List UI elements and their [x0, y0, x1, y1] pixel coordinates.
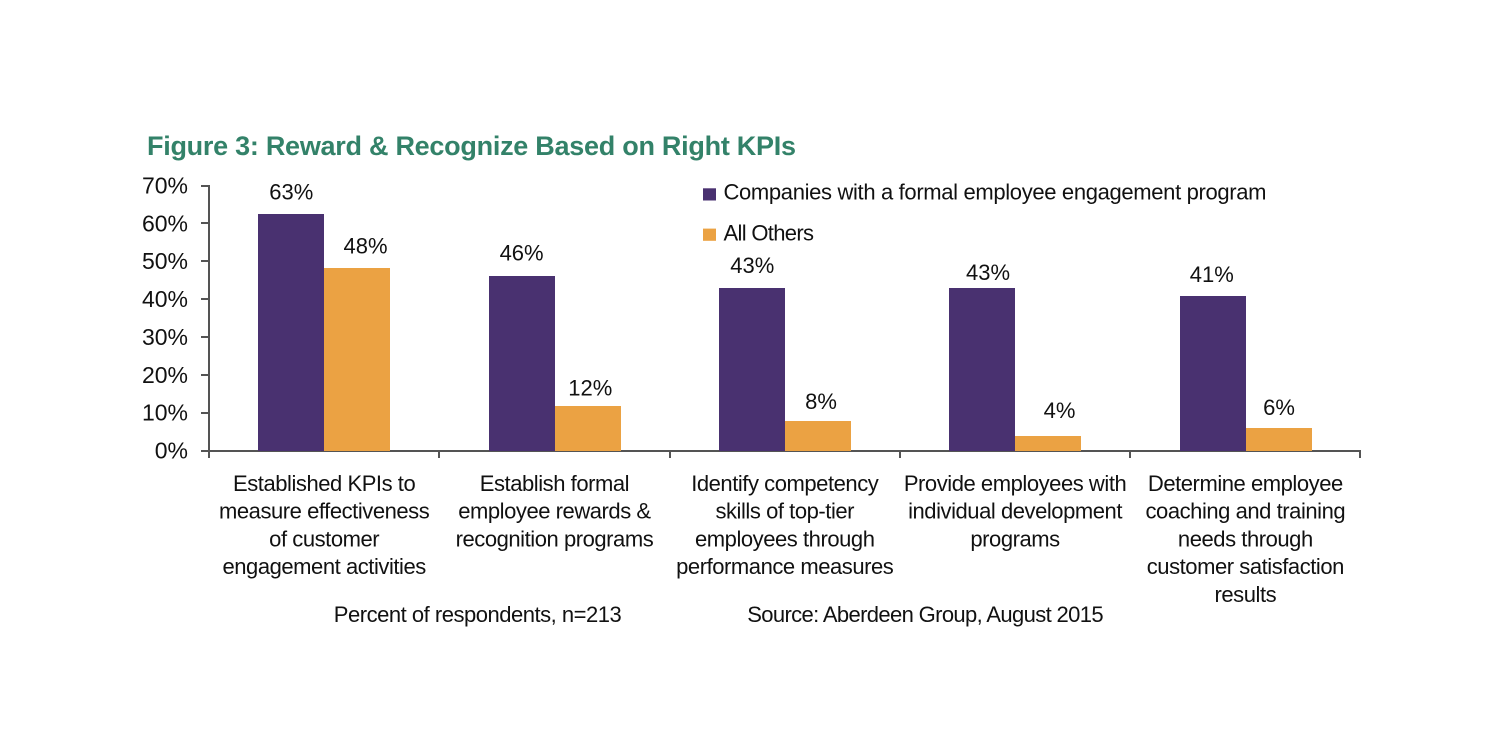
svg-text:46%: 46%	[500, 241, 544, 266]
svg-text:Companies with a formal employ: Companies with a formal employee engagem…	[724, 180, 1267, 205]
svg-text:customer satisfaction: customer satisfaction	[1147, 554, 1344, 579]
svg-text:10%: 10%	[142, 400, 188, 426]
svg-text:performance measures: performance measures	[676, 554, 894, 579]
svg-text:4%: 4%	[1044, 398, 1076, 423]
svg-text:50%: 50%	[142, 248, 188, 274]
svg-text:Establish formal: Establish formal	[480, 471, 629, 496]
svg-text:programs: programs	[970, 526, 1060, 551]
svg-text:70%: 70%	[142, 173, 188, 199]
svg-text:employees through: employees through	[695, 526, 874, 551]
svg-text:8%: 8%	[805, 389, 837, 414]
svg-text:48%: 48%	[343, 234, 387, 259]
svg-text:Provide employees with: Provide employees with	[904, 471, 1126, 496]
svg-text:0%: 0%	[155, 438, 188, 464]
svg-text:recognition programs: recognition programs	[456, 526, 654, 551]
svg-text:60%: 60%	[142, 210, 188, 236]
svg-text:individual development: individual development	[908, 499, 1122, 524]
svg-text:Figure 3: Reward & Recognize B: Figure 3: Reward & Recognize Based on Ri…	[147, 131, 796, 161]
svg-text:engagement activities: engagement activities	[222, 554, 426, 579]
svg-text:Determine employee: Determine employee	[1148, 471, 1343, 496]
svg-text:20%: 20%	[142, 362, 188, 388]
svg-text:41%: 41%	[1190, 262, 1234, 287]
svg-text:coaching and training: coaching and training	[1145, 499, 1345, 524]
svg-text:All Others: All Others	[724, 220, 815, 245]
svg-text:skills of top-tier: skills of top-tier	[715, 499, 854, 524]
svg-text:40%: 40%	[142, 286, 188, 312]
svg-text:Established KPIs to: Established KPIs to	[233, 471, 415, 496]
svg-text:of customer: of customer	[269, 526, 379, 551]
svg-text:30%: 30%	[142, 324, 188, 350]
svg-text:63%: 63%	[269, 179, 313, 204]
svg-text:results: results	[1215, 582, 1277, 607]
svg-text:43%: 43%	[730, 253, 774, 278]
svg-text:12%: 12%	[568, 375, 612, 400]
svg-text:employee rewards &: employee rewards &	[458, 499, 651, 524]
svg-text:Source: Aberdeen Group, August: Source: Aberdeen Group, August 2015	[747, 602, 1103, 627]
svg-text:Percent of respondents, n=213: Percent of respondents, n=213	[334, 602, 622, 627]
svg-text:43%: 43%	[966, 260, 1010, 285]
svg-text:measure effectiveness: measure effectiveness	[219, 499, 430, 524]
svg-text:Identify competency: Identify competency	[691, 471, 879, 496]
svg-text:needs through: needs through	[1178, 526, 1313, 551]
svg-text:6%: 6%	[1263, 395, 1295, 420]
